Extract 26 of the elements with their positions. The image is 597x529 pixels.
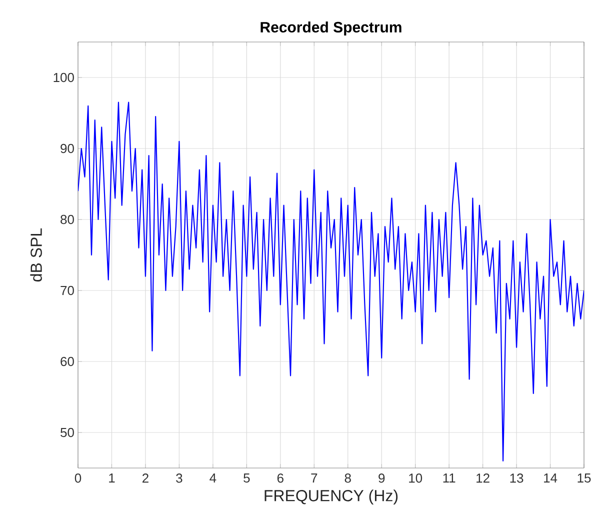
x-tick-label: 5: [244, 474, 250, 483]
x-tick-label: 11: [443, 474, 456, 482]
y-tick-label: 100: [54, 72, 74, 82]
y-tick-label: 60: [60, 356, 74, 366]
chart-title: Recorded Spectrum: [260, 22, 402, 36]
x-tick-label: 0: [74, 474, 82, 483]
x-tick-label: 4: [210, 474, 216, 482]
x-tick-label: 15: [578, 474, 591, 483]
x-tick-label: 7: [311, 474, 318, 482]
x-tick-label: 3: [176, 474, 182, 483]
x-tick-label: 13: [510, 474, 524, 483]
x-tick-label: 10: [409, 474, 422, 483]
x-tick-label: 2: [142, 474, 148, 483]
x-tick-label: 6: [277, 474, 284, 483]
x-axis-title: FREQUENCY (Hz): [264, 490, 398, 504]
x-tick-label: 9: [378, 474, 385, 483]
x-tick-label: 1: [109, 474, 115, 482]
y-tick-label: 70: [60, 286, 74, 296]
y-tick-label: 80: [60, 214, 74, 224]
x-tick-label: 14: [544, 474, 558, 482]
y-tick-label: 50: [60, 428, 74, 438]
x-tick-label: 8: [344, 474, 351, 483]
line-series: [78, 102, 584, 462]
y-tick-label: 90: [60, 144, 74, 154]
y-axis-title: dB SPL: [30, 228, 42, 282]
x-tick-label: 12: [476, 474, 490, 483]
